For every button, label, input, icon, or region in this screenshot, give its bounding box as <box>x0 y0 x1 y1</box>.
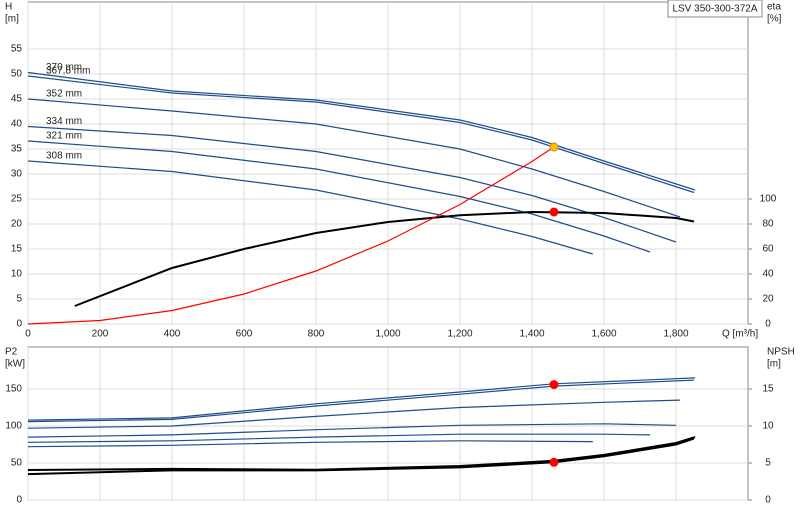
curve <box>27 98 681 218</box>
curve-label: 367.8 mm <box>46 66 90 77</box>
title-box <box>667 0 763 18</box>
x-tick-label: 1,400 <box>519 329 544 340</box>
y-tick-label: 50 <box>11 458 23 469</box>
x-tick-label: 200 <box>92 329 109 340</box>
y2-axis-label: NPSH <box>767 347 795 358</box>
operating-point <box>549 457 559 467</box>
y-tick-label: 50 <box>11 69 23 80</box>
x-tick-label: 1,200 <box>447 329 472 340</box>
y-tick-label: 55 <box>11 44 23 55</box>
y-tick-label: 0 <box>16 319 22 330</box>
y-tick-label: 25 <box>11 194 23 205</box>
y-tick-label: 30 <box>11 169 23 180</box>
y-tick-label: 10 <box>11 269 23 280</box>
y2-tick-label: 0 <box>765 495 771 506</box>
x-tick-label: 400 <box>164 329 181 340</box>
curve-label: 321 mm <box>46 131 82 142</box>
x-axis-label: Q [m³/h] <box>722 329 758 340</box>
curve-label: 334 mm <box>46 116 82 127</box>
x-tick-label: 1,000 <box>375 329 400 340</box>
y2-tick-label: 60 <box>762 244 774 255</box>
y-tick-label: 35 <box>11 144 23 155</box>
curve <box>27 436 696 471</box>
y-axis-label: [m] <box>5 14 19 25</box>
curve <box>27 125 677 243</box>
x-tick-label: 1,600 <box>591 329 616 340</box>
x-tick-label: 800 <box>308 329 325 340</box>
curve <box>27 160 593 255</box>
operating-point <box>549 380 559 390</box>
curve <box>27 71 696 191</box>
curve-label: 308 mm <box>46 151 82 162</box>
curve <box>27 437 695 476</box>
y2-tick-label: 10 <box>762 421 774 432</box>
y2-tick-label: 0 <box>765 319 771 330</box>
y-tick-label: 150 <box>5 384 22 395</box>
curve <box>27 140 651 253</box>
curve <box>27 433 651 443</box>
curve <box>27 399 681 429</box>
y2-tick-label: 20 <box>762 294 774 305</box>
curve-label: 352 mm <box>46 89 82 100</box>
curve <box>27 75 695 194</box>
x-tick-label: 600 <box>236 329 253 340</box>
chart-title: LSV 350-300-372A <box>672 4 757 15</box>
y-axis-label: H <box>5 2 12 13</box>
y2-tick-label: 40 <box>762 269 774 280</box>
y2-tick-label: 80 <box>762 219 774 230</box>
operating-point <box>549 142 559 152</box>
y-tick-label: 0 <box>16 495 22 506</box>
x-tick-label: 0 <box>25 329 31 340</box>
y-tick-label: 15 <box>11 244 23 255</box>
y-tick-label: 5 <box>16 294 22 305</box>
y2-tick-label: 15 <box>762 384 774 395</box>
y2-tick-label: 100 <box>760 194 777 205</box>
y2-axis-label: [m] <box>767 359 781 370</box>
y-tick-label: 100 <box>5 421 22 432</box>
curve-label: 370 mm <box>46 62 82 73</box>
curve <box>74 210 695 307</box>
y2-axis-label: eta <box>767 2 781 13</box>
y-axis-label: [kW] <box>5 359 25 370</box>
curve <box>27 423 677 438</box>
y-tick-label: 45 <box>11 94 23 105</box>
y-tick-label: 20 <box>11 219 23 230</box>
curve <box>27 379 695 423</box>
curve <box>27 440 593 448</box>
curve <box>27 146 555 325</box>
operating-point <box>549 207 559 217</box>
y2-tick-label: 5 <box>765 458 771 469</box>
y-axis-label: P2 <box>5 347 18 358</box>
y2-axis-label: [%] <box>767 14 782 25</box>
x-tick-label: 1,800 <box>663 329 688 340</box>
curve <box>27 377 696 421</box>
y-tick-label: 40 <box>11 119 23 130</box>
